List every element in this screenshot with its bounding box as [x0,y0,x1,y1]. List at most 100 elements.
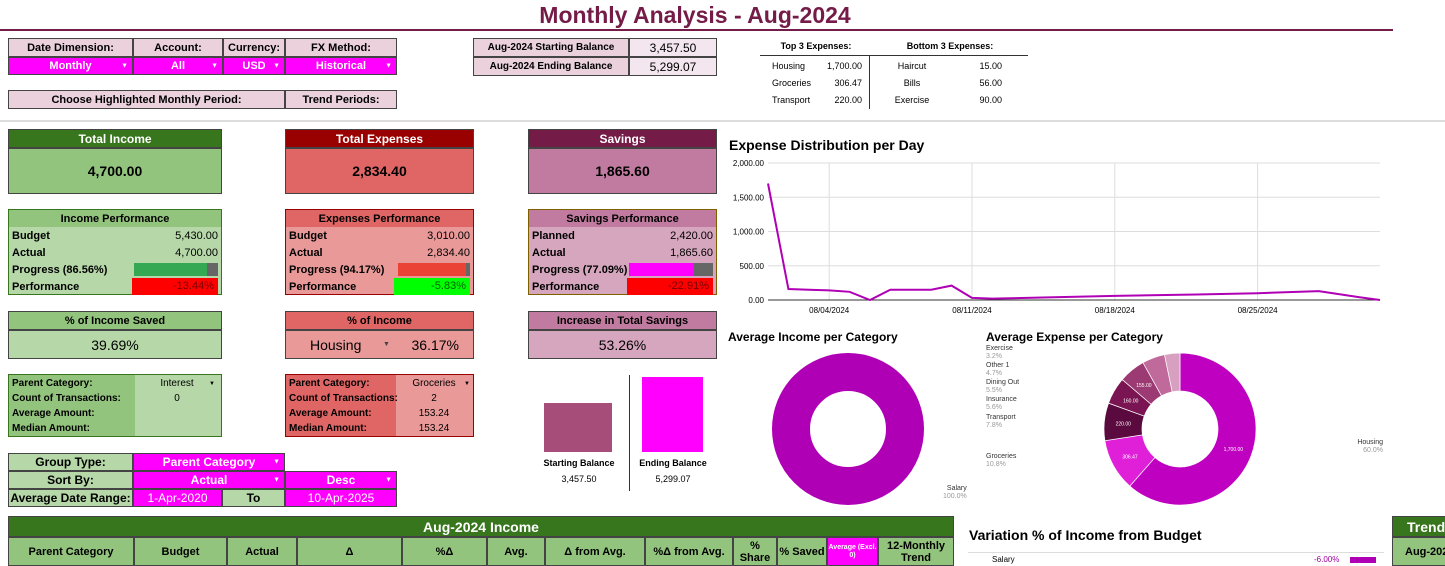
savings-performance-title: Savings Performance [529,210,716,227]
savings-progress-label: Progress (77.09%) [532,263,628,276]
chevron-down-icon: ▼ [464,380,470,387]
starting-balance-bar-value: 3,457.50 [561,474,597,484]
currency-select[interactable]: USD ▼ [223,57,285,75]
expense-slice [1129,352,1257,506]
pct-of-income-value: 36.17% [411,336,459,353]
expenses-performance-title: Expenses Performance [286,210,473,227]
expense-stats-label-bg [286,375,396,436]
income-parent-select[interactable]: Interest ▼ [139,376,215,391]
range-from-input[interactable]: 1-Apr-2020 [133,489,222,507]
pct-of-income-select[interactable]: Housing ▼ 36.17% [285,330,474,359]
group-type-label: Group Type: [8,453,133,471]
expenses-actual-row: Actual 2,834.40 [286,244,473,261]
income-col-header: Actual [227,537,297,566]
savings-performance-label: Performance [532,280,600,293]
expense-median-value: 153.24 [418,423,450,434]
chevron-down-icon: ▼ [385,62,392,70]
variation-value: -6.00% [1314,555,1340,564]
y-tick-label: 1,000.00 [733,228,765,237]
income-col-header: Δ [297,537,402,566]
top3-name: Transport [772,95,811,105]
ending-balance-bar-value: 5,299.07 [655,474,691,484]
expense-parent-label: Parent Category: [289,378,370,389]
trend-periods-label[interactable]: Trend Periods: [285,90,397,109]
range-to-input[interactable]: 10-Apr-2025 [285,489,397,507]
sort-by-select[interactable]: Actual ▼ [133,471,285,489]
expense-median-label: Median Amount: [289,423,367,434]
expense-count-label: Count of Transactions: [289,393,398,404]
income-col-header: %Δ from Avg. [645,537,733,566]
total-expenses-header: Total Expenses [285,129,474,148]
bottom3-name: Haircut [897,61,927,71]
expense-legend-pct: 3.2% [986,353,1002,360]
expense-distribution-title: Expense Distribution per Day [729,137,925,153]
top3-name: Housing [772,61,806,71]
income-actual-value: 4,700.00 [175,246,218,259]
bottom3-name: Exercise [894,95,930,105]
starting-balance-bar [544,403,612,452]
expense-slice-label: 155.00 [1136,383,1152,389]
progress-fill [629,263,694,276]
income-count-label: Count of Transactions: [12,393,121,404]
y-tick-label: 500.00 [740,262,765,271]
expense-legend-pct: 5.5% [986,387,1002,394]
income-parent-label: Parent Category: [12,378,93,389]
starting-balance-value: 3,457.50 [629,38,717,57]
expenses-actual-value: 2,834.40 [427,246,470,259]
expenses-progress-label: Progress (94.17%) [289,263,385,276]
expense-legend-item: Other 1 4.7% [986,362,1009,378]
group-type-select[interactable]: Parent Category ▼ [133,453,285,471]
expense-line-series [767,183,1381,302]
expense-legend-pct: 7.8% [986,422,1002,429]
bottom3-title: Bottom 3 Expenses: [906,41,994,51]
highlighted-period-label[interactable]: Choose Highlighted Monthly Period: [8,90,285,109]
expense-legend-label: Transport [986,414,1016,421]
bars-divider [629,375,630,491]
fx-method-select[interactable]: Historical ▼ [285,57,397,75]
progress-fill [398,263,466,276]
bottom3-value: 90.00 [979,95,1002,105]
section-divider [0,120,1445,122]
fx-method-value: Historical [315,60,367,72]
chevron-down-icon: ▼ [273,476,280,484]
expense-legend-label: Groceries [986,453,1017,460]
income-parent-value: Interest [160,378,194,389]
total-expenses-value: 2,834.40 [285,148,474,194]
savings-actual-row: Actual 1,865.60 [529,244,716,261]
top3-value: 1,700.00 [826,61,862,71]
expenses-budget-value: 3,010.00 [427,229,470,242]
expense-slice-label: 306.47 [1122,454,1138,460]
chevron-down-icon: ▼ [209,380,215,387]
top3-title: Top 3 Expenses: [780,41,852,51]
top-bottom-divider [760,55,1028,56]
starting-balance-label: Aug-2024 Starting Balance [473,38,629,57]
account-select[interactable]: All ▼ [133,57,223,75]
x-tick-label: 08/11/2024 [952,306,992,315]
date-dimension-select[interactable]: Monthly ▼ [8,57,133,75]
savings-value: 1,865.60 [528,148,717,194]
expense-legend-label: Insurance [986,396,1017,403]
total-income-value: 4,700.00 [8,148,222,194]
expense-legend-label: Other 1 [986,362,1010,369]
salary-legend: Salary 100.0% [943,485,967,501]
expense-parent-select[interactable]: Groceries ▼ [398,376,470,391]
expense-legend-item: Transport 7.8% [986,414,1016,430]
income-col-header: %Δ [402,537,487,566]
sort-direction-select[interactable]: Desc ▼ [285,471,397,489]
income-actual-label: Actual [12,246,46,259]
pct-of-income-header: % of Income [285,311,474,330]
page-title: Monthly Analysis - Aug-2024 [539,2,851,28]
savings-performance-row: Performance -22.91% [529,278,716,295]
income-performance-panel: Income Performance Budget 5,430.00 Actual… [8,209,222,295]
chevron-down-icon: ▼ [211,62,218,70]
savings-header: Savings [528,129,717,148]
account-label: Account: [133,38,223,57]
income-col-header[interactable]: Average (Excl. 0) [827,537,878,566]
expense-count-value: 2 [431,393,437,404]
date-dimension-label: Date Dimension: [8,38,133,57]
group-type-value: Parent Category [162,455,256,469]
income-table-title: Aug-2024 Income [8,516,954,537]
income-progress-label: Progress (86.56%) [12,263,108,276]
expense-legend-label: Housing [1357,439,1383,446]
x-tick-label: 08/25/2024 [1238,306,1279,315]
